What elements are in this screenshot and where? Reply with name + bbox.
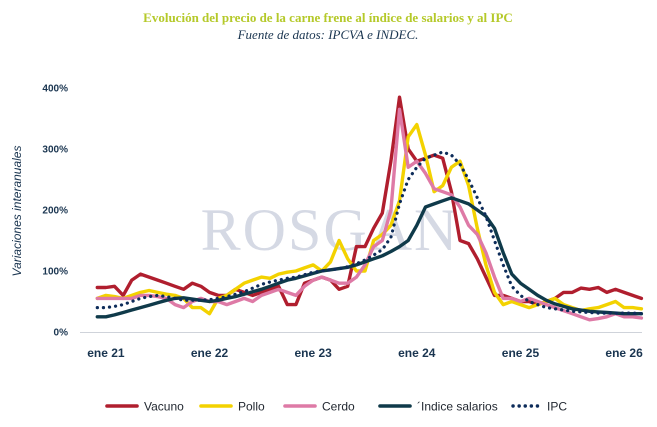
legend-label-5: IPC — [547, 400, 567, 414]
x-tick-label: ene 22 — [191, 346, 229, 360]
x-tick-label: ene 21 — [87, 346, 125, 360]
y-tick-label: 200% — [42, 206, 68, 217]
x-tick-label: ene 25 — [502, 346, 540, 360]
y-tick-label: 400% — [42, 84, 68, 95]
series-group — [95, 95, 644, 322]
x-tick-label: ene 23 — [295, 346, 333, 360]
y-axis-label: Variaciones interanuales — [10, 146, 24, 277]
series-line-5 — [95, 150, 644, 316]
y-tick-label: 0% — [54, 328, 69, 339]
y-tick-label: 300% — [42, 145, 68, 156]
x-axis: ene 21 ene 22 ene 23 ene 24 ene 25 ene 26 — [87, 346, 643, 360]
y-axis: 0% 100% 200% 300% 400% — [42, 84, 68, 339]
x-tick-label: ene 24 — [398, 346, 436, 360]
legend-label-3: Cerdo — [322, 400, 355, 414]
chart-title: Evolución del precio de la carne frene a… — [143, 10, 513, 25]
legend: Vacuno Pollo Cerdo ´Indice salarios IPC — [105, 400, 567, 414]
series-line-3 — [95, 107, 644, 322]
legend-label-4: ´Indice salarios — [417, 400, 498, 414]
x-tick-label: ene 26 — [605, 346, 643, 360]
y-tick-label: 100% — [42, 267, 68, 278]
chart-subtitle: Fuente de datos: IPCVA e INDEC. — [237, 27, 419, 42]
series-line-4 — [95, 196, 644, 319]
legend-label-1: Vacuno — [144, 400, 184, 414]
watermark-text: ROSGAN — [201, 197, 460, 263]
legend-label-2: Pollo — [238, 400, 265, 414]
